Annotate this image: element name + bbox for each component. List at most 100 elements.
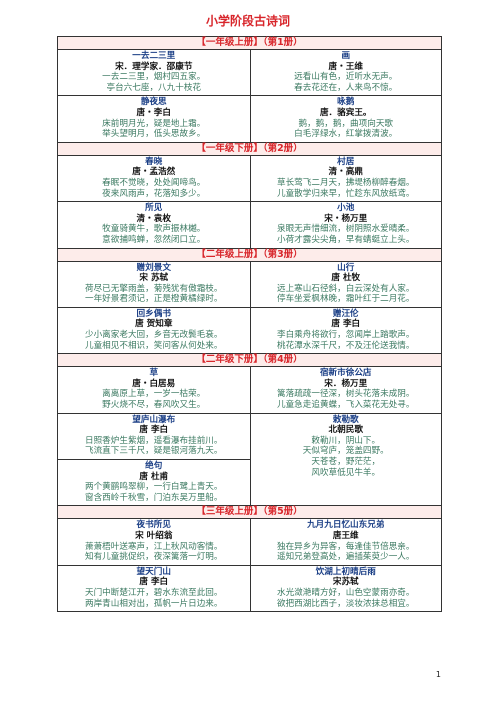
poem-cell: 一去二三里 宋．理学家．邵康节 一去二三里，烟村四五家。 亭台六七座，八九十枝花: [58, 49, 250, 95]
poem-line: 少小离家老大回，乡音无改鬓毛衰。: [84, 330, 223, 341]
poem-title: 静夜思: [140, 97, 167, 108]
poem-line: 儿童相见不相识，笑问客从何处来。: [84, 340, 223, 351]
poem-line: 萧萧梧叶送寒声，江上秋风动客情。: [84, 541, 223, 552]
section-header: 【三年级上册】（第5册）: [58, 505, 441, 519]
poem-author: 唐・白居易: [132, 378, 176, 389]
poem-author: 宋・杨万里: [324, 213, 368, 224]
poem-line: 意欲捕鸣蝉，忽然闭口立。: [102, 234, 206, 245]
poem-line: 牧童骑黄牛，歌声振林樾。: [102, 224, 206, 235]
poem-cell: 春晓 唐・孟浩然 春眠不觉晓，处处闻啼鸟。 夜来风雨声，花落知多少。: [58, 154, 250, 201]
poem-cell: 小池 宋・杨万里 泉眼无声惜细流，树阴照水爱晴柔。 小荷才露尖尖角，早有蜻蜓立上头。: [249, 201, 441, 248]
poem-line: 夜来风雨声，花落知多少。: [102, 188, 206, 199]
poem-line: 儿童散学归来早，忙趁东风放纸鸢。: [276, 188, 415, 199]
poem-line: 停车坐爱枫林晚，霜叶红于二月花。: [276, 294, 415, 305]
poem-line: 鹅，鹅，鹅，曲项向天歌: [298, 118, 394, 129]
poem-title: 望天门山: [136, 566, 171, 577]
poem-cell: 敕勒歌 北朝民歌 敕勒川，阴山下。 天似穹庐，笼盖四野。 天苍苍，野茫茫， 风吹草低见牛羊…: [249, 412, 441, 506]
poem-cell: 静夜思 唐・李白 床前明月光，疑是地上霜。 举头望明月，低头思故乡。: [58, 95, 250, 141]
poem-title: 赠刘景文: [136, 262, 171, 273]
poem-title: 所见: [145, 203, 163, 214]
poem-title: 夜书所见: [136, 520, 171, 531]
poem-title: 宿新市徐公店: [319, 368, 372, 379]
poem-cell: 宿新市徐公店 宋．杨万里 篱落疏疏一径深，树头花落未成阴。 儿童急走追黄蝶，飞入菜花无…: [249, 366, 441, 413]
poem-line: 独在异乡为异客，每逢佳节倍思亲。: [276, 541, 415, 552]
poem-line: 床前明月光，疑是地上霜。: [102, 118, 206, 129]
poem-title: 回乡偶书: [136, 308, 171, 319]
poem-title: 赠汪伦: [332, 308, 359, 319]
poem-title: 画: [341, 51, 351, 61]
page-number: 1: [435, 670, 441, 679]
poem-line: 日照香炉生紫烟，遥看瀑布挂前川。: [84, 435, 223, 446]
poem-line: 天门中断楚江开，碧水东流至此回。: [84, 587, 223, 598]
poem-line: 两岸青山相对出，孤帆一片日边来。: [84, 598, 223, 609]
poem-line: 知有儿童挑促织，夜深篱落一灯明。: [84, 552, 223, 563]
poem-title: 望庐山瀑布: [132, 414, 176, 425]
poem-author: 宋．杨万里: [324, 378, 368, 389]
poem-line: 离离原上草，一岁一枯荣。: [102, 389, 206, 400]
poem-cell: 绝句唐 杜甫 两个黄鹂鸣翠柳，一行白鹭上青天。 窗含西岭千秋雪，门泊东吴万里船。: [58, 459, 250, 505]
poem-title: 敕勒歌: [332, 414, 359, 425]
poem-author: 唐・王维: [328, 61, 363, 72]
poem-cell: 村居 清・高鼎 草长莺飞二月天，拂堤杨柳醉春烟。 儿童散学归来早，忙趁东风放纸鸢。: [249, 154, 441, 202]
poem-author: 唐・孟浩然: [132, 167, 176, 178]
poem-cell: 咏鹅 唐．骆宾王。 鹅，鹅，鹅，曲项向天歌 白毛浮绿水，红掌拨清波。: [249, 95, 441, 142]
poem-line: 窗含西岭千秋雪，门泊东吴万里船。: [84, 492, 223, 503]
poem-line: 欲把西湖比西子，淡妆浓抹总相宜。: [276, 598, 415, 609]
poem-line: 亭台六七座，八九十枝花: [106, 82, 202, 93]
poem-line: 李白乘舟将欲行，忽闻岸上踏歌声。: [276, 330, 415, 341]
poem-line: 儿童急走追黄蝶，飞入菜花无处寻。: [276, 400, 415, 411]
poem-table: 【一年级上册】（第1册） 一去二三里 宋．理学家．邵康节 一去二三里，烟村四五家。 亭台…: [57, 36, 442, 613]
poem-author: 宋 叶绍翁: [135, 530, 173, 541]
poem-title: 春晓: [145, 156, 163, 167]
poem-line: 野火烧不尽，春风吹又生。: [102, 400, 206, 411]
poem-line: 风吹草低见牛羊。: [311, 467, 381, 478]
poem-line: 遥知兄弟登高处，遍插茱萸少一人。: [276, 552, 415, 563]
poem-cell: 草唐・白居易 离离原上草，一岁一枯荣。 野火烧不尽，春风吹又生。: [58, 366, 250, 412]
poem-line: 举头望明月，低头思故乡。: [102, 129, 206, 140]
poem-cell: 望天门山唐 李白 天门中断楚江开，碧水东流至此回。 两岸青山相对出，孤帆一片日边来。: [58, 564, 250, 611]
poem-author: 唐王维: [332, 530, 359, 541]
section-header: 【二年级上册】（第3册）: [58, 247, 441, 261]
section-header: 【一年级上册】（第1册）: [58, 37, 441, 49]
poem-author: 唐・李白: [136, 107, 171, 118]
doc-title: 小学阶段古诗词: [205, 14, 290, 28]
poem-line: 天似穹庐，笼盖四野。: [302, 446, 389, 457]
poem-line: 飞流直下三千尺，疑是银河落九天。: [84, 446, 223, 457]
poem-line: 白毛浮绿水，红掌拨清波。: [294, 129, 398, 140]
poem-title: 村居: [337, 156, 355, 167]
poem-line: 一去二三里，烟村四五家。: [102, 72, 206, 83]
poem-title: 咏鹅: [337, 97, 355, 108]
poem-cell: 山行唐 杜牧 远上寒山石径斜，白云深处有人家。 停车坐爱枫林晚，霜叶红于二月花。: [249, 260, 441, 307]
poem-author: 清・高鼎: [328, 167, 363, 178]
section-grid: 草唐・白居易 离离原上草，一岁一枯荣。 野火烧不尽，春风吹又生。 宿新市徐公店 宋．杨万…: [58, 366, 441, 506]
poem-cell: 赠汪伦唐 李白 李白乘舟将欲行，忽闻岸上踏歌声。 桃花潭水深千尺，不及汪伦送我情。: [249, 306, 441, 354]
poem-cell: 九月九日忆山东兄弟 唐王维 独在异乡为异客，每逢佳节倍思亲。 遥知兄弟登高处，遍插茱萸…: [249, 518, 441, 565]
poem-line: 两个黄鹂鸣翠柳，一行白鹭上青天。: [84, 482, 223, 493]
poem-cell: 饮湖上初晴后雨 宋苏轼 水光潋滟晴方好，山色空蒙雨亦奇。 欲把西湖比西子，淡妆浓抹总相…: [249, 564, 441, 612]
poem-title: 饮湖上初晴后雨: [315, 566, 376, 577]
section-header: 【一年级下册】（第2册）: [58, 141, 441, 155]
poem-author: 唐 李白: [139, 577, 169, 588]
poem-title: 绝句: [145, 461, 163, 471]
poem-author: 唐 杜甫: [139, 471, 169, 482]
poem-author: 清・袁枚: [136, 213, 171, 224]
poem-cell: 夜书所见宋 叶绍翁 萧萧梧叶送寒声，江上秋风动客情。 知有儿童挑促织，夜深篱落一灯明…: [58, 518, 250, 564]
poem-line: 水光潋滟晴方好，山色空蒙雨亦奇。: [276, 587, 415, 598]
poem-title: 草: [149, 368, 159, 379]
poem-author: 北朝民歌: [328, 425, 363, 436]
poem-line: 桃花潭水深千尺，不及汪伦送我情。: [276, 340, 415, 351]
poem-line: 天苍苍，野茫茫，: [311, 457, 381, 467]
poem-cell: 所见 清・袁枚 牧童骑黄牛，歌声振林樾。 意欲捕鸣蝉，忽然闭口立。: [58, 201, 250, 247]
poem-line: 荷尽已无擎雨盖，菊残犹有傲霜枝。: [84, 283, 223, 294]
poem-cell: 望庐山瀑布唐 李白 日照香炉生紫烟，遥看瀑布挂前川。 飞流直下三千尺，疑是银河落九天…: [58, 412, 250, 459]
section-grid: 夜书所见宋 叶绍翁 萧萧梧叶送寒声，江上秋风动客情。 知有儿童挑促织，夜深篱落一灯明…: [58, 518, 441, 612]
section-header: 【二年级下册】（第4册）: [58, 353, 441, 367]
poem-line: 篱落疏疏一径深，树头花落未成阴。: [276, 389, 415, 400]
poem-author: 唐 李白: [139, 425, 169, 436]
poem-line: 泉眼无声惜细流，树阴照水爱晴柔。: [276, 224, 415, 235]
poem-cell: 赠刘景文宋 苏轼 荷尽已无擎雨盖，菊残犹有傲霜枝。 一年好景君须记，正是橙黄橘绿时。: [58, 260, 250, 307]
poem-line: 小荷才露尖尖角，早有蜻蜓立上头。: [276, 234, 415, 245]
poem-title: 山行: [337, 262, 355, 273]
poem-cell: 画唐・王维 远看山有色，近听水无声。 春去花还在，人来鸟不惊。: [249, 49, 441, 96]
poem-line: 一年好景君须记，正是橙黄橘绿时。: [84, 294, 223, 305]
